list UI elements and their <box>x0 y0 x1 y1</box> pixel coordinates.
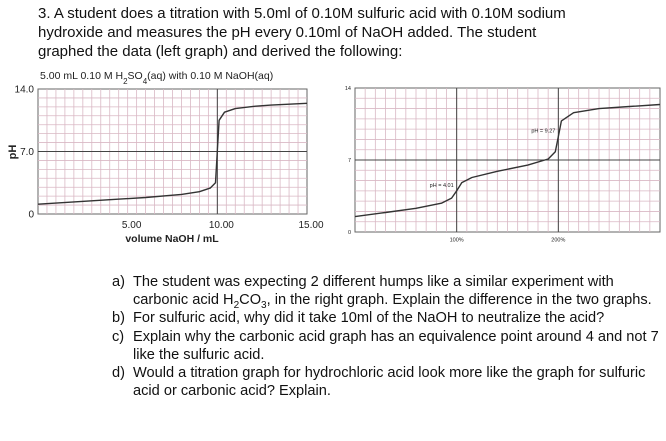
y-tick-label: 7 <box>348 158 351 164</box>
x-tick-label: 100% <box>450 238 464 244</box>
y-tick-label: 14 <box>345 86 351 92</box>
ph-annotation: pH = 4.01 <box>430 183 454 189</box>
y-tick-label: 7.0 <box>20 147 34 158</box>
intro-line: hydroxide and measures the pH every 0.10… <box>38 24 537 41</box>
x-axis-label: volume NaOH / mL <box>125 233 219 245</box>
y-tick-label: 0 <box>348 230 351 236</box>
ph-annotation: pH = 9.27 <box>531 129 555 135</box>
title-part: 5.00 mL 0.10 M H <box>40 70 123 82</box>
x-tick-label: 5.00 <box>122 220 142 231</box>
titration-charts: 0 7.0 14.0 5.00 10.00 15.00 5.00 mL 0.10 M H2S… <box>7 70 661 245</box>
title-part: (aq) with 0.10 M NaOH(aq) <box>147 70 273 82</box>
question-text: CO <box>239 292 262 309</box>
question-a: a) The student was expecting 2 different… <box>112 273 666 312</box>
title-part: SO <box>128 70 143 82</box>
x-tick-label: 200% <box>551 238 565 244</box>
y-tick-label: 14.0 <box>15 84 35 95</box>
question-label: b) <box>112 310 125 327</box>
title-subscript: 2 <box>123 77 128 86</box>
subscript: 2 <box>233 300 240 312</box>
problem-intro: 3. A student does a titration with 5.0ml… <box>38 4 658 61</box>
question-text: The student was expecting 2 different hu… <box>133 274 614 309</box>
subscript: 3 <box>261 300 267 312</box>
x-tick-label: 10.00 <box>209 220 234 231</box>
question-text: For sulfuric acid, why did it take 10ml … <box>133 310 605 327</box>
chart-title: 5.00 mL 0.10 M H2SO4(aq) with 0.10 M NaO… <box>40 70 273 86</box>
question-d: d) Would a titration graph for hydrochlo… <box>112 364 666 400</box>
question-text: , in the right graph. Explain the differ… <box>266 292 652 309</box>
question-label: c) <box>112 328 125 345</box>
question-label: a) <box>112 274 125 290</box>
question-text: Explain why the carbonic acid graph has … <box>133 328 659 363</box>
question-list: a) The student was expecting 2 different… <box>112 273 666 400</box>
x-tick-label: 15.00 <box>298 220 323 231</box>
question-text: Would a titration graph for hydrochloric… <box>133 365 646 400</box>
question-c: c) Explain why the carbonic acid graph h… <box>112 328 666 364</box>
titration-curve <box>354 103 661 218</box>
y-tick-label: 0 <box>28 209 34 220</box>
title-subscript: 4 <box>143 77 148 86</box>
intro-line: graphed the data (left graph) and derive… <box>38 43 403 60</box>
intro-line: 3. A student does a titration with 5.0ml… <box>38 5 566 22</box>
y-axis-label: pH <box>7 145 19 160</box>
titration-curve <box>37 102 308 205</box>
question-b: b) For sulfuric acid, why did it take 10… <box>112 309 666 327</box>
question-label: d) <box>112 365 125 382</box>
